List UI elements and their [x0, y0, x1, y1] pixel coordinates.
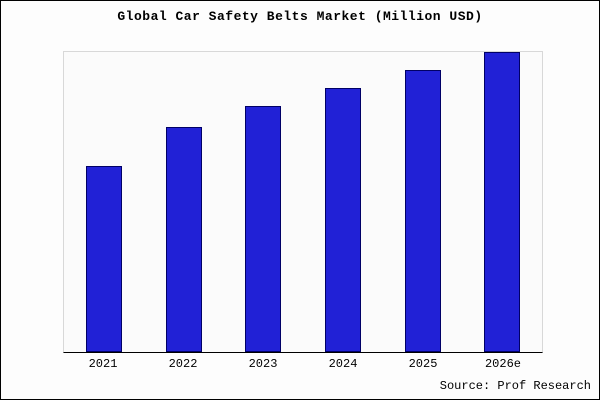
bar-2025: [404, 70, 441, 352]
x-tick-label-2025: 2025: [408, 357, 438, 371]
bar-2023: [245, 106, 282, 352]
x-axis-labels: 2021 2022 2023 2024 2025 2026e: [63, 357, 543, 371]
x-tick-label-2024: 2024: [328, 357, 358, 371]
bar-slot: [223, 52, 303, 352]
bar-slot: [383, 52, 463, 352]
x-tick-label-2026e: 2026e: [484, 357, 521, 371]
bar-slot: [144, 52, 224, 352]
bar-slot: [303, 52, 383, 352]
bar-slot: [64, 52, 144, 352]
x-tick-label-2023: 2023: [248, 357, 278, 371]
bar-2026e: [484, 52, 521, 352]
x-tick-label-2022: 2022: [168, 357, 198, 371]
chart-title: Global Car Safety Belts Market (Million …: [117, 9, 483, 24]
plot-area: [63, 51, 543, 353]
bar-2022: [165, 127, 202, 352]
bar-2024: [324, 88, 361, 352]
source-credit: Source: Prof Research: [439, 379, 591, 393]
bar-2021: [85, 166, 122, 352]
bar-slot: [462, 52, 542, 352]
x-tick-label-2021: 2021: [88, 357, 118, 371]
